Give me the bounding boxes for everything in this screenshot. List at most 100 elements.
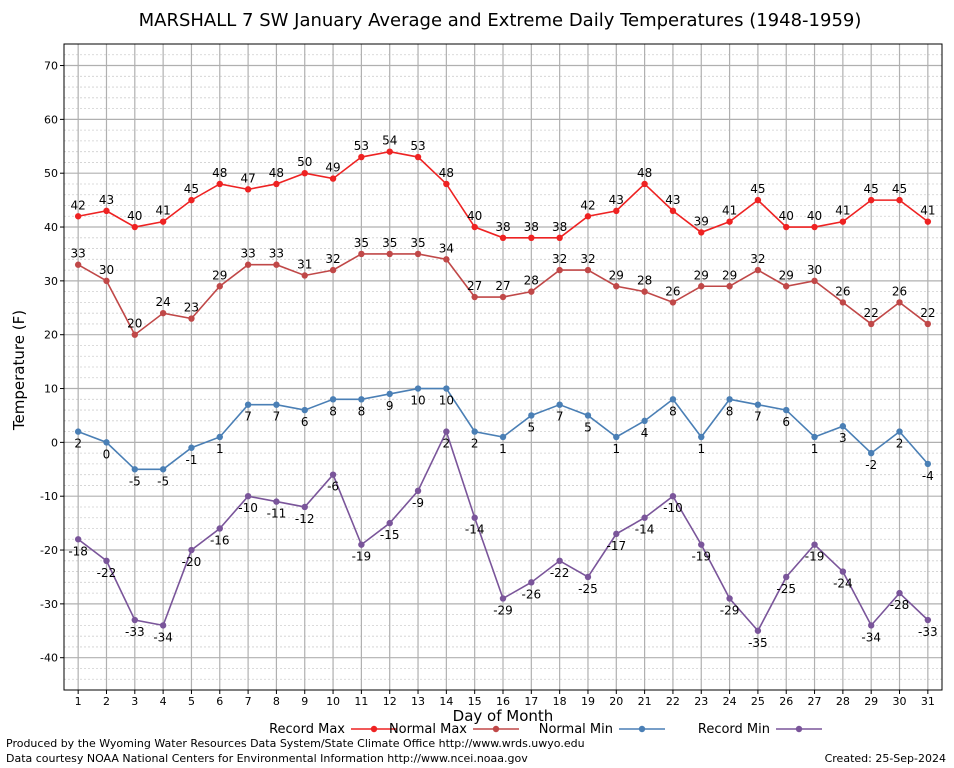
normal-max-point	[216, 283, 223, 290]
record-min-point	[811, 541, 818, 548]
record-max-point	[74, 213, 82, 220]
normal-min-point	[273, 401, 280, 408]
record-max-data-label: 54	[382, 134, 397, 148]
normal-min-data-label: 7	[556, 410, 564, 424]
normal-max-data-label: 29	[609, 268, 624, 282]
normal-max-data-label: 27	[467, 279, 482, 293]
record-max-data-label: 41	[835, 204, 850, 218]
x-tick-label: 19	[581, 695, 595, 708]
normal-max-data-label: 26	[892, 284, 907, 298]
record-max-point	[301, 170, 308, 177]
record-min-data-label: -12	[295, 512, 315, 526]
x-tick-label: 12	[383, 695, 397, 708]
y-tick-label: 50	[44, 167, 58, 180]
normal-min-point	[613, 433, 620, 441]
record-min-data-label: -11	[267, 507, 287, 521]
record-max-point	[103, 207, 110, 215]
normal-min-point	[188, 444, 195, 451]
normal-min-data-label: 8	[329, 404, 337, 418]
record-max-point	[698, 229, 705, 236]
normal-min-data-label: -5	[129, 474, 141, 488]
record-min-data-label: -6	[327, 480, 339, 494]
x-tick-label: 5	[188, 695, 195, 708]
normal-min-data-label: 3	[839, 431, 847, 445]
record-max-data-label: 48	[637, 166, 652, 180]
record-max-point	[358, 153, 365, 161]
normal-max-data-label: 26	[665, 284, 680, 298]
normal-max-point	[301, 272, 308, 279]
record-min-point	[783, 573, 790, 581]
record-min-data-label: -29	[493, 603, 513, 617]
normal-min-data-label: 6	[301, 415, 309, 429]
normal-max-point	[471, 293, 478, 301]
y-tick-label: 40	[44, 221, 58, 234]
created-date: Created: 25-Sep-2024	[824, 752, 946, 765]
normal-min-data-label: -2	[865, 458, 877, 472]
record-max-point	[471, 223, 478, 231]
normal-max-point	[896, 299, 903, 306]
normal-min-point	[103, 439, 110, 446]
x-tick-label: 26	[779, 695, 793, 708]
record-min-point	[74, 536, 82, 543]
x-tick-label: 4	[160, 695, 167, 708]
normal-max-point	[386, 250, 393, 258]
normal-max-data-label: 32	[750, 252, 765, 266]
chart-title: MARSHALL 7 SW January Average and Extrem…	[139, 10, 862, 31]
record-min-data-label: -35	[748, 636, 768, 650]
x-tick-label: 3	[131, 695, 138, 708]
record-min-point	[216, 525, 223, 532]
record-max-point	[386, 148, 393, 155]
x-tick-label: 15	[468, 695, 482, 708]
normal-max-data-label: 29	[779, 268, 794, 282]
normal-min-data-label: 8	[669, 404, 677, 418]
normal-min-point	[811, 433, 818, 441]
normal-max-data-label: 29	[212, 268, 227, 282]
record-max-point	[329, 175, 337, 182]
x-tick-label: 22	[666, 695, 680, 708]
record-min-data-label: -25	[776, 582, 796, 596]
normal-max-point	[698, 283, 705, 290]
normal-max-data-label: 31	[297, 257, 312, 271]
normal-max-point	[754, 266, 762, 274]
record-min-data-label: -34	[153, 630, 173, 644]
record-min-data-label: -33	[918, 625, 938, 639]
normal-max-point	[159, 309, 167, 317]
x-tick-label: 13	[411, 695, 425, 708]
x-tick-label: 20	[609, 695, 623, 708]
record-max-point	[641, 180, 648, 188]
normal-max-data-label: 33	[269, 247, 284, 261]
normal-max-point	[188, 315, 195, 322]
x-tick-label: 21	[638, 695, 652, 708]
record-max-data-label: 41	[722, 204, 737, 218]
legend-swatch-marker-record-max	[370, 725, 378, 733]
record-max-data-label: 38	[552, 220, 567, 234]
legend-label-record-max: Record Max	[269, 722, 345, 737]
legend-label-normal-min: Normal Min	[539, 722, 613, 737]
record-max-point	[896, 196, 903, 204]
legend-label-normal-max: Normal Max	[389, 722, 467, 737]
normal-max-data-label: 33	[240, 247, 255, 261]
record-max-data-label: 43	[609, 193, 624, 207]
normal-max-data-label: 30	[99, 263, 114, 277]
record-max-data-label: 39	[694, 214, 709, 228]
normal-min-point	[669, 396, 677, 403]
normal-max-point	[74, 261, 82, 268]
normal-max-data-label: 28	[637, 274, 652, 288]
record-max-point	[669, 207, 677, 215]
normal-min-data-label: 2	[896, 437, 904, 451]
x-tick-label: 24	[723, 695, 737, 708]
normal-max-point	[499, 293, 507, 301]
y-tick-label: -20	[40, 544, 58, 557]
x-tick-label: 16	[496, 695, 510, 708]
record-min-data-label: -17	[606, 539, 626, 553]
x-tick-label: 8	[273, 695, 280, 708]
record-max-point	[867, 196, 875, 204]
y-tick-label: -30	[40, 598, 58, 611]
normal-min-data-label: 8	[358, 404, 366, 418]
legend-swatch-marker-normal-max	[492, 725, 500, 733]
y-tick-label: 70	[44, 60, 58, 73]
record-min-data-label: -24	[833, 577, 853, 591]
normal-max-point	[811, 277, 818, 285]
